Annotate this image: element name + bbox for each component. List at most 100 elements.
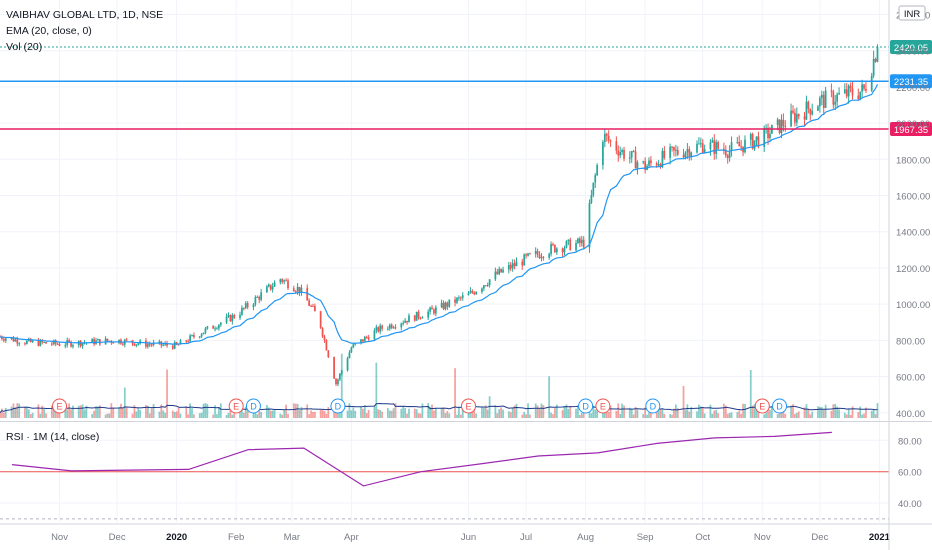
candle-body	[715, 142, 718, 154]
volume-bar	[375, 362, 378, 418]
candle-body	[590, 195, 593, 203]
candle-body	[619, 152, 622, 156]
volume-bar	[749, 370, 752, 418]
volume-bar	[861, 414, 863, 418]
volume-bar	[135, 411, 138, 418]
candle-body	[502, 269, 504, 273]
volume-bar	[85, 405, 88, 418]
time-tick-label: Oct	[695, 532, 710, 543]
time-tick-label: 2020	[166, 532, 187, 543]
candle-body	[310, 305, 312, 307]
volume-bar	[575, 408, 577, 418]
candle-body	[377, 327, 380, 332]
candle-body	[112, 342, 115, 344]
volume-bar	[865, 407, 867, 418]
volume-bar	[648, 412, 650, 418]
currency-badge[interactable]: INR	[898, 5, 926, 21]
volume-bar	[857, 412, 860, 418]
candle-body	[442, 302, 445, 310]
volume-bar	[360, 406, 362, 418]
candle-body	[338, 373, 341, 380]
candle-body	[4, 338, 7, 341]
candle-body	[146, 344, 149, 347]
candle-body	[529, 253, 531, 255]
candle-body	[39, 340, 42, 346]
dividend-marker	[772, 398, 788, 414]
candle-body	[513, 263, 516, 267]
candle-body	[381, 325, 383, 329]
candle-body	[421, 317, 424, 319]
volume-bar	[350, 410, 353, 418]
candle-body	[486, 285, 489, 287]
volume-bar	[200, 412, 203, 418]
candle-body	[413, 315, 416, 321]
candle-body	[605, 133, 608, 136]
volume-bar	[152, 404, 155, 418]
candle-body	[267, 284, 270, 287]
price-tick-label: 1200.00	[896, 264, 930, 275]
candle-body	[252, 304, 255, 308]
candle-body	[494, 271, 497, 280]
volume-bar	[790, 405, 792, 418]
volume-bar	[538, 409, 541, 418]
candle-body	[548, 254, 551, 258]
candle-body	[863, 84, 865, 89]
volume-bar	[592, 405, 595, 418]
candle-body	[736, 142, 739, 144]
volume-bar	[281, 414, 284, 418]
candle-body	[337, 379, 339, 385]
volume-bar	[97, 406, 99, 418]
volume-bar	[578, 414, 581, 418]
volume-bar	[849, 414, 852, 418]
candle-body	[580, 239, 583, 244]
candle-body	[427, 311, 430, 318]
rsi-tick-label: 60.00	[898, 468, 922, 479]
candle-body	[661, 150, 664, 168]
volume-bar	[133, 405, 136, 418]
volume-bars	[0, 353, 879, 418]
candle-body	[778, 119, 781, 134]
candle-body	[58, 344, 61, 346]
volume-bar	[834, 403, 837, 418]
volume-bar	[123, 387, 126, 418]
candle-body	[865, 88, 867, 91]
candle-body	[473, 292, 476, 295]
candle-body	[202, 332, 205, 335]
candle-body	[540, 256, 543, 259]
price-tick-label: 1400.00	[896, 228, 930, 239]
candle-body	[482, 285, 485, 289]
candle-body	[795, 114, 798, 123]
volume-bar	[617, 403, 620, 418]
volume-bar	[43, 409, 46, 418]
candle-body	[726, 155, 729, 158]
volume-bar	[623, 405, 625, 418]
volume-bar	[273, 409, 276, 418]
volume-bar	[362, 408, 364, 418]
vol-legend: Vol (20)	[6, 41, 42, 53]
volume-bar	[415, 409, 418, 418]
candle-body	[554, 244, 556, 253]
candle-body	[536, 251, 539, 255]
volume-bar	[72, 405, 74, 418]
candle-body	[698, 143, 700, 145]
volume-bar	[158, 411, 161, 418]
volume-bar	[830, 410, 833, 418]
time-tick-label: Sep	[637, 532, 654, 543]
candle-body	[434, 307, 437, 314]
volume-bar	[14, 407, 17, 418]
volume-bar	[137, 407, 140, 418]
volume-bar	[225, 414, 228, 418]
volume-bar	[863, 413, 865, 418]
volume-bar	[634, 406, 637, 418]
resistance-label: 2231.35	[894, 77, 928, 88]
volume-bar	[836, 406, 839, 418]
candle-body	[861, 84, 863, 92]
volume-bar	[377, 409, 380, 418]
candle-body	[461, 295, 464, 298]
volume-bar	[218, 407, 220, 418]
volume-bar	[390, 410, 393, 418]
volume-bar	[319, 410, 322, 418]
volume-bar	[843, 412, 846, 418]
